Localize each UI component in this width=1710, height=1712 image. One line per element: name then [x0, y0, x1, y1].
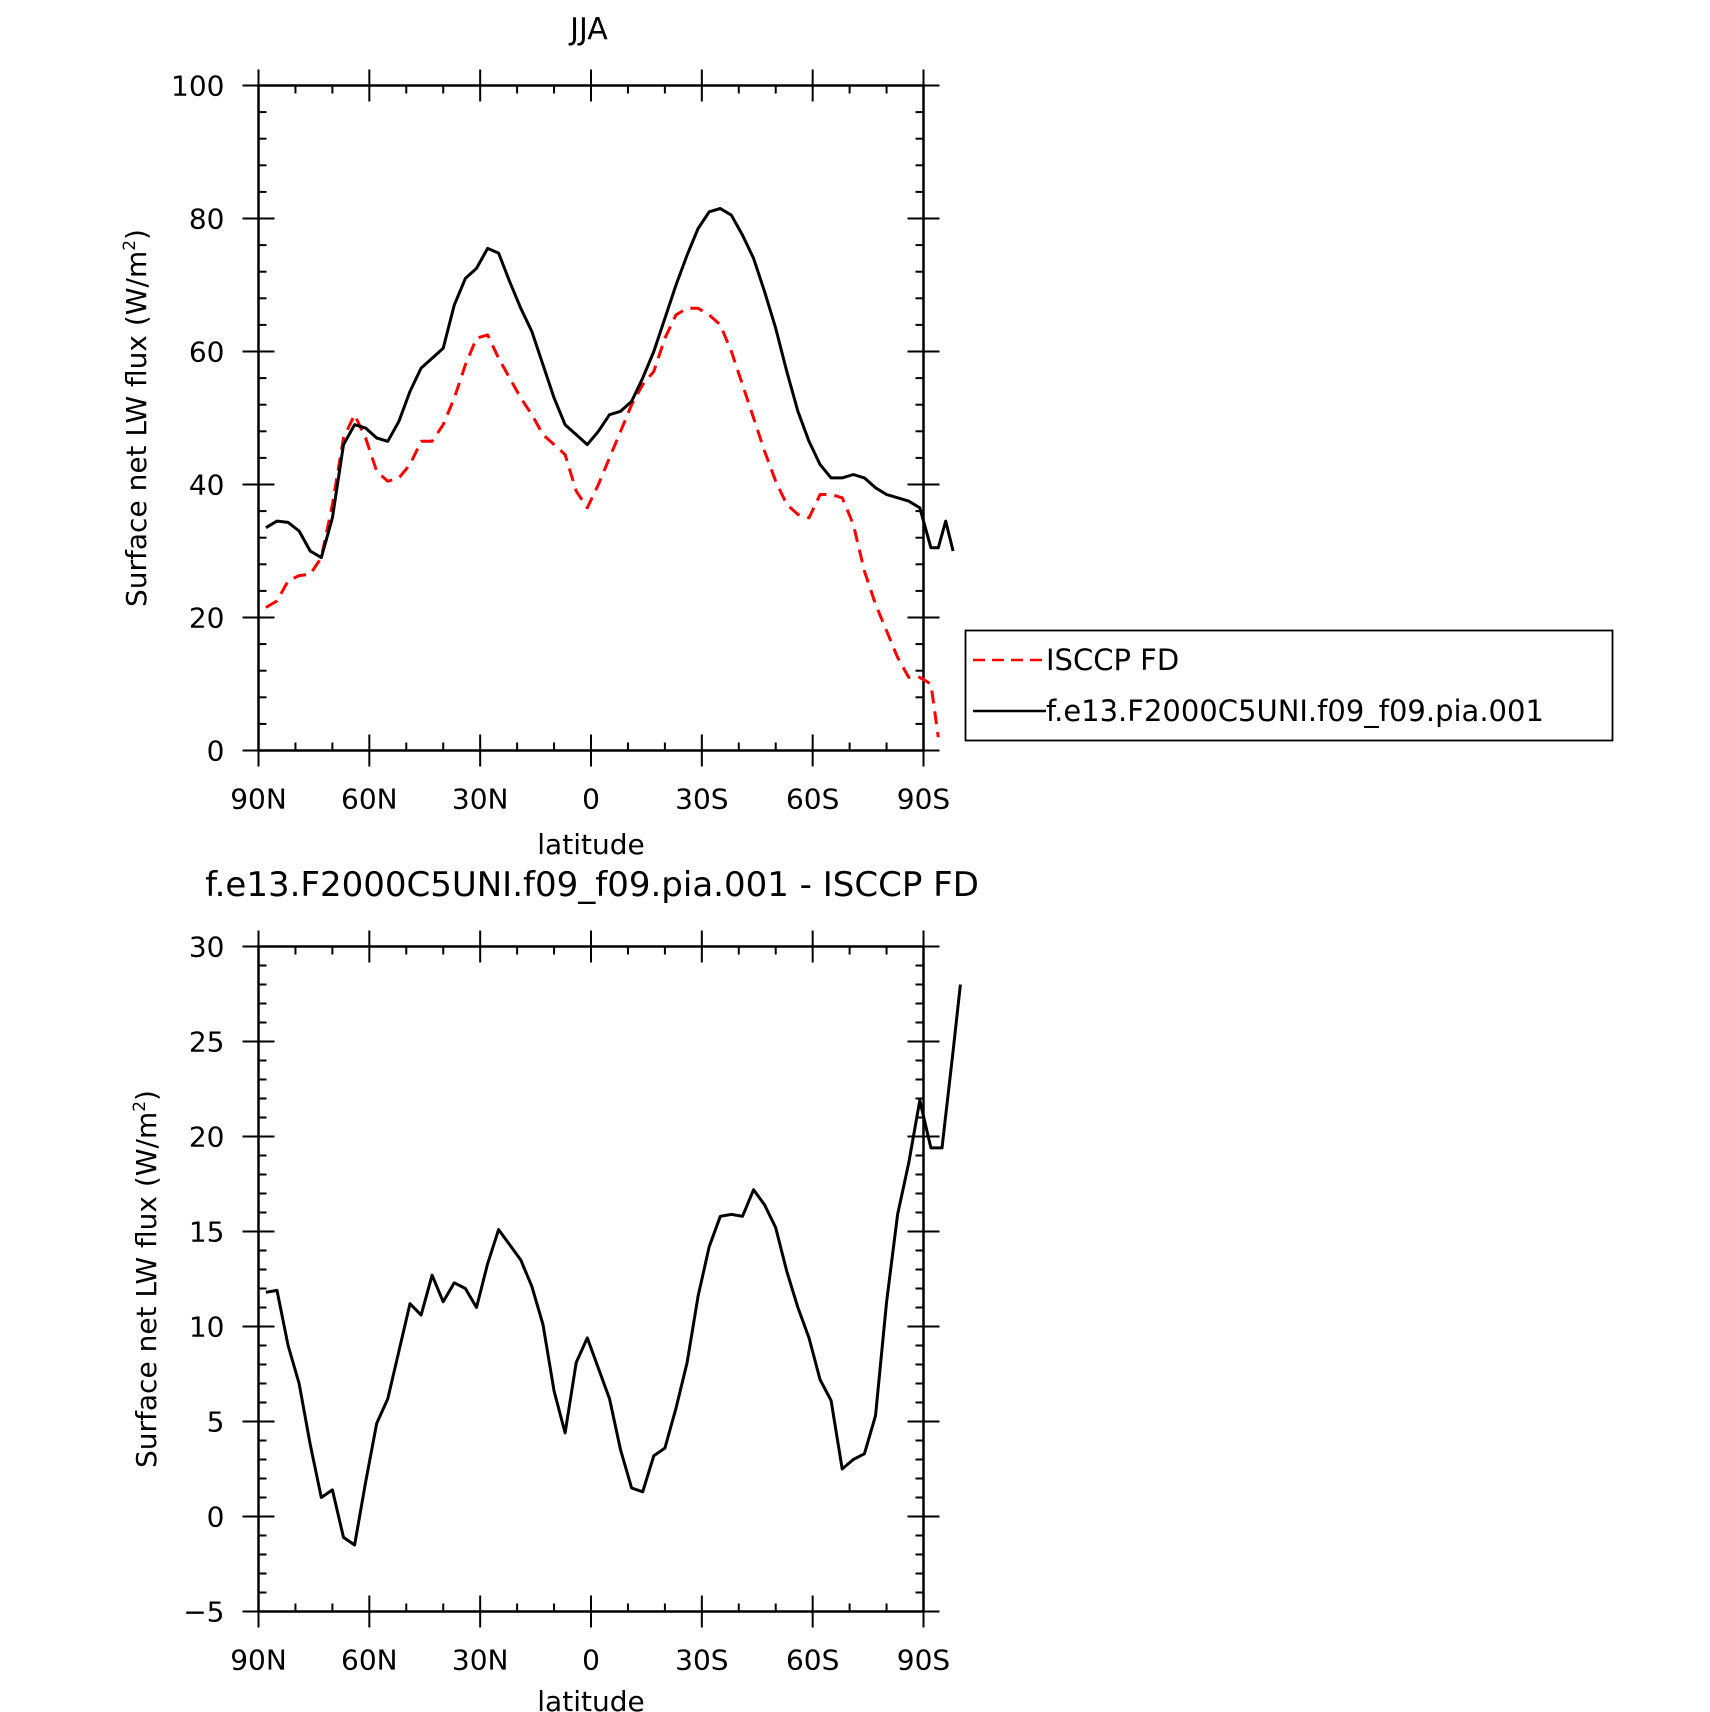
x-tick-label: 30S: [675, 783, 728, 816]
bottom-chart-plot-frame: [257, 945, 925, 1613]
top-chart-ylabel-text: Surface net LW flux (W/m: [120, 251, 153, 607]
y-tick-label: 30: [189, 931, 225, 964]
x-tick-label: 0: [582, 783, 600, 816]
top-chart-series-line-0: [265, 306, 940, 738]
legend-box: [964, 629, 1614, 742]
y-tick-label: 10: [189, 1311, 225, 1344]
y-tick-label: 100: [171, 70, 224, 103]
legend-label-model: f.e13.F2000C5UNI.f09_f09.pia.001: [1046, 694, 1544, 728]
x-tick-label: 60N: [341, 783, 398, 816]
x-tick-label: 30N: [452, 783, 509, 816]
y-tick-label: 20: [189, 602, 225, 635]
bottom-chart-series: [265, 984, 962, 1547]
bottom-chart-xlabel: latitude: [537, 1685, 644, 1712]
top-chart-panel: JJA 90N 60N 30N 0 30S 60S 90S 0 20 40 60 80 100 lati…: [120, 12, 1614, 861]
x-tick-label: 0: [582, 1644, 600, 1677]
top-chart-ticklabels: 90N 60N 30N 0 30S 60S 90S 0 20 40 60 80 100: [171, 70, 950, 816]
top-chart-plot-frame: [257, 84, 925, 752]
bottom-chart-series-line-0: [265, 984, 962, 1547]
y-tick-label: 40: [189, 469, 225, 502]
top-chart-series: [265, 207, 955, 738]
top-chart-series-line-1: [265, 207, 955, 560]
legend-label-isccp: ISCCP FD: [1046, 643, 1179, 677]
top-chart-title: JJA: [568, 12, 608, 47]
bottom-chart-ylabel: Surface net LW flux (W/m2): [130, 1090, 163, 1468]
x-tick-label: 30S: [675, 1644, 728, 1677]
bottom-chart-ticklabels: 90N 60N 30N 0 30S 60S 90S −5 0 5 10 15 20 25 30: [183, 931, 950, 1677]
bottom-chart-ylabel-close: ): [130, 1090, 163, 1101]
x-tick-label: 30N: [452, 1644, 509, 1677]
top-chart-ticks: [242, 69, 940, 767]
bottom-chart-ylabel-sup: 2: [130, 1101, 150, 1112]
bottom-chart-panel: f.e13.F2000C5UNI.f09_f09.pia.001 - ISCCP…: [130, 865, 979, 1712]
top-chart-ylabel-close: ): [120, 229, 153, 240]
top-chart-xlabel: latitude: [537, 828, 644, 861]
x-tick-label: 90S: [897, 1644, 950, 1677]
y-tick-label: 15: [189, 1216, 225, 1249]
legend: ISCCP FD f.e13.F2000C5UNI.f09_f09.pia.00…: [964, 629, 1614, 742]
x-tick-label: 60N: [341, 1644, 398, 1677]
bottom-chart-ylabel-text: Surface net LW flux (W/m: [130, 1112, 163, 1468]
top-chart-ylabel-sup: 2: [120, 240, 140, 251]
y-tick-label: 5: [207, 1406, 225, 1439]
x-tick-label: 90N: [230, 1644, 287, 1677]
y-tick-label: −5: [183, 1596, 224, 1629]
x-tick-label: 60S: [786, 783, 839, 816]
x-tick-label: 90N: [230, 783, 287, 816]
y-tick-label: 20: [189, 1121, 225, 1154]
y-tick-label: 0: [207, 1501, 225, 1534]
bottom-chart-title: f.e13.F2000C5UNI.f09_f09.pia.001 - ISCCP…: [205, 865, 979, 905]
top-chart-ylabel: Surface net LW flux (W/m2): [120, 229, 153, 607]
y-tick-label: 25: [189, 1026, 225, 1059]
y-tick-label: 80: [189, 203, 225, 236]
y-tick-label: 0: [207, 735, 225, 768]
x-tick-label: 90S: [897, 783, 950, 816]
bottom-chart-ticks: [242, 930, 940, 1628]
y-tick-label: 60: [189, 336, 225, 369]
x-tick-label: 60S: [786, 1644, 839, 1677]
